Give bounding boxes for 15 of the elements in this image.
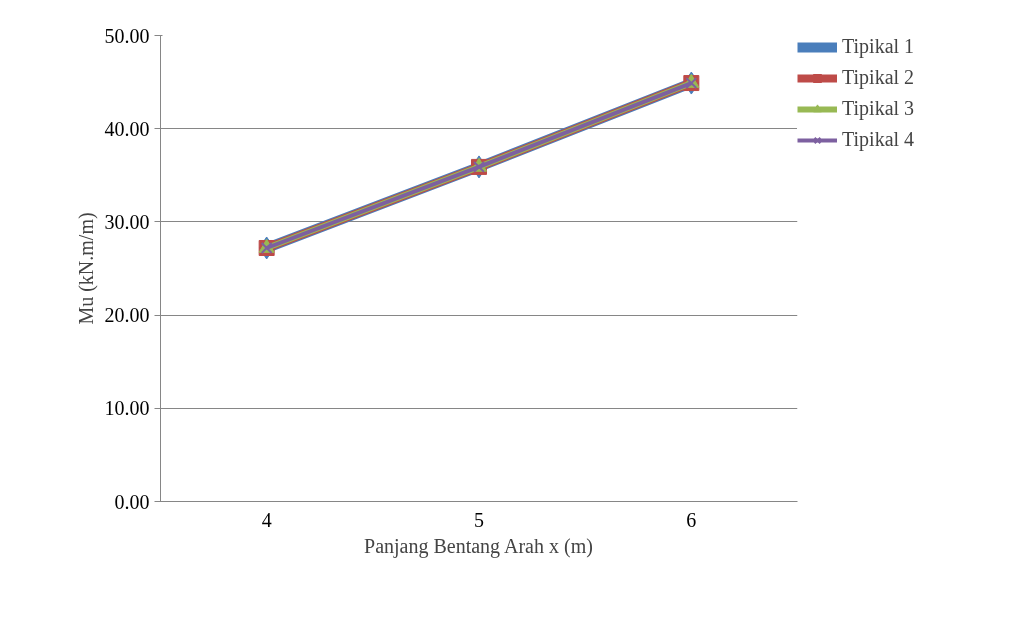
x-axis-title: Panjang Bentang Arah x (m) (364, 534, 593, 558)
legend-label: Tipikal 2 (842, 66, 915, 89)
y-axis-title: Mu (kN.m/m) (74, 212, 98, 325)
y-tick-label: 0.00 (114, 490, 150, 513)
legend-label: Tipikal 1 (842, 35, 915, 58)
legend-label: Tipikal 4 (842, 128, 915, 151)
legend-label: Tipikal 3 (842, 97, 915, 120)
y-tick-label: 10.00 (104, 397, 150, 420)
x-tick-label: 4 (261, 508, 272, 531)
x-tick-label: 6 (686, 508, 697, 531)
y-tick-label: 50.00 (104, 24, 150, 47)
y-tick-label: 30.00 (104, 210, 150, 233)
y-tick-label: 40.00 (104, 117, 150, 140)
x-tick-label: 5 (474, 508, 484, 531)
y-tick-label: 20.00 (104, 304, 150, 327)
